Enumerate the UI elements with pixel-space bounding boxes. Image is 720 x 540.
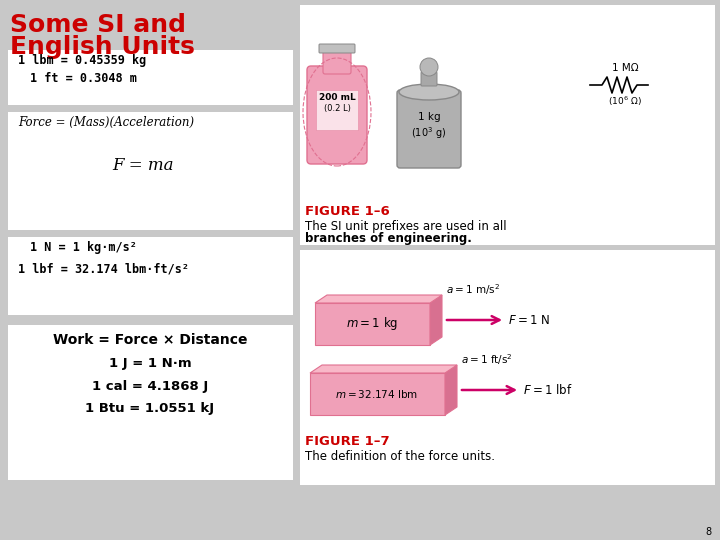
- Circle shape: [420, 58, 438, 76]
- Text: English Units: English Units: [10, 35, 195, 59]
- Text: The SI unit prefixes are used in all: The SI unit prefixes are used in all: [305, 220, 507, 233]
- Text: 1 N = 1 kg·m/s²: 1 N = 1 kg·m/s²: [30, 241, 137, 254]
- Polygon shape: [445, 365, 457, 415]
- Text: Force = (Mass)(Acceleration): Force = (Mass)(Acceleration): [18, 116, 194, 129]
- Text: 1 lbm = 0.45359 kg: 1 lbm = 0.45359 kg: [18, 54, 146, 67]
- Text: 1 J = 1 N·m: 1 J = 1 N·m: [109, 357, 192, 370]
- Text: branches of engineering.: branches of engineering.: [305, 232, 472, 245]
- Text: 1 lbf = 32.174 lbm·ft/s²: 1 lbf = 32.174 lbm·ft/s²: [18, 262, 189, 275]
- FancyBboxPatch shape: [421, 72, 437, 86]
- Text: Work = Force × Distance: Work = Force × Distance: [53, 333, 247, 347]
- FancyBboxPatch shape: [300, 250, 715, 485]
- Text: $a = 1\ \mathrm{m/s}^2$: $a = 1\ \mathrm{m/s}^2$: [446, 282, 500, 297]
- FancyBboxPatch shape: [8, 112, 293, 230]
- FancyBboxPatch shape: [8, 50, 293, 105]
- Text: $m = 1\ \mathrm{kg}$: $m = 1\ \mathrm{kg}$: [346, 315, 398, 333]
- Ellipse shape: [399, 84, 459, 100]
- Text: $F = 1\ \mathrm{N}$: $F = 1\ \mathrm{N}$: [508, 314, 550, 327]
- Text: (0.2 L): (0.2 L): [323, 104, 351, 113]
- FancyBboxPatch shape: [8, 237, 293, 315]
- Text: 1 ft = 0.3048 m: 1 ft = 0.3048 m: [30, 72, 137, 85]
- FancyBboxPatch shape: [323, 48, 351, 74]
- FancyBboxPatch shape: [316, 90, 358, 130]
- Text: 8: 8: [706, 527, 712, 537]
- Polygon shape: [315, 295, 442, 303]
- FancyBboxPatch shape: [310, 373, 445, 415]
- Text: F = ma: F = ma: [112, 157, 174, 173]
- Text: 1 MΩ: 1 MΩ: [612, 63, 639, 73]
- Text: $F = 1\ \mathrm{lbf}$: $F = 1\ \mathrm{lbf}$: [523, 383, 572, 397]
- Text: 200 mL: 200 mL: [319, 93, 356, 102]
- Polygon shape: [310, 365, 457, 373]
- Polygon shape: [430, 295, 442, 345]
- Text: FIGURE 1–7: FIGURE 1–7: [305, 435, 390, 448]
- Text: FIGURE 1–6: FIGURE 1–6: [305, 205, 390, 218]
- Text: $a = 1\ \mathrm{ft/s}^2$: $a = 1\ \mathrm{ft/s}^2$: [461, 352, 513, 367]
- Text: $(10^3$ g): $(10^3$ g): [411, 125, 446, 141]
- Text: $m = 32.174\ \mathrm{lbm}$: $m = 32.174\ \mathrm{lbm}$: [336, 388, 418, 400]
- FancyBboxPatch shape: [319, 44, 355, 53]
- Text: 1 cal = 4.1868 J: 1 cal = 4.1868 J: [92, 380, 208, 393]
- FancyBboxPatch shape: [397, 90, 461, 168]
- FancyBboxPatch shape: [307, 66, 367, 164]
- Text: 1 Btu = 1.0551 kJ: 1 Btu = 1.0551 kJ: [86, 402, 215, 415]
- Text: 1 kg: 1 kg: [418, 112, 441, 122]
- FancyBboxPatch shape: [8, 325, 293, 480]
- Text: Some SI and: Some SI and: [10, 13, 186, 37]
- Text: $(10^6\ \Omega)$: $(10^6\ \Omega)$: [608, 95, 642, 109]
- FancyBboxPatch shape: [315, 303, 430, 345]
- FancyBboxPatch shape: [300, 5, 715, 245]
- Text: The definition of the force units.: The definition of the force units.: [305, 450, 495, 463]
